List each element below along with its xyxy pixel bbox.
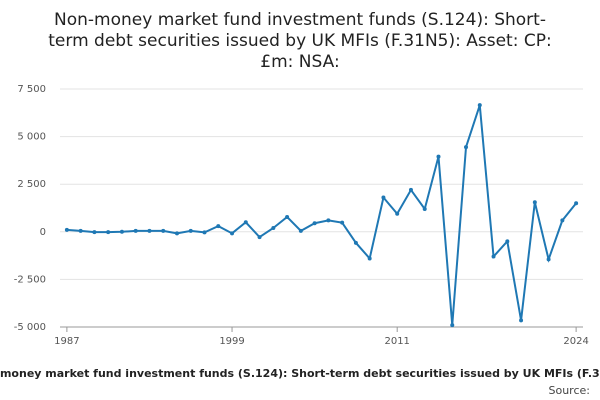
y-tick-label: -2 500 xyxy=(14,274,46,285)
y-tick-label: -5 000 xyxy=(14,322,46,333)
x-tick-label: 1999 xyxy=(219,336,244,347)
point xyxy=(202,230,207,235)
point xyxy=(326,218,331,223)
caption: Non-money market fund investment funds (… xyxy=(0,367,600,380)
x-tick-label: 1987 xyxy=(54,336,79,347)
point xyxy=(546,257,551,262)
point xyxy=(340,220,345,225)
point xyxy=(574,201,579,206)
point xyxy=(477,103,482,108)
point xyxy=(395,211,400,216)
y-tick-label: 2 500 xyxy=(17,179,46,190)
point xyxy=(188,228,193,233)
point xyxy=(519,318,524,323)
point xyxy=(367,256,372,261)
point xyxy=(216,224,221,229)
point xyxy=(174,231,179,236)
y-tick-label: 0 xyxy=(40,227,46,238)
point xyxy=(505,239,510,244)
source: Source: xyxy=(549,384,591,397)
point xyxy=(92,230,97,235)
point xyxy=(464,145,469,150)
point xyxy=(353,240,358,245)
point xyxy=(298,228,303,233)
point xyxy=(147,228,152,233)
line xyxy=(66,104,577,326)
point xyxy=(491,254,496,259)
y-tick-label: 7 500 xyxy=(17,84,46,95)
chart-title: Non-money market fund investment funds (… xyxy=(54,10,546,30)
x-tick-label: 2011 xyxy=(384,336,409,347)
point xyxy=(119,229,124,234)
point xyxy=(436,154,441,159)
point xyxy=(64,227,69,232)
point xyxy=(230,231,235,236)
point xyxy=(78,228,83,233)
chart-title: £m: NSA: xyxy=(260,52,339,72)
point xyxy=(161,228,166,233)
point xyxy=(560,218,565,223)
point xyxy=(243,220,248,225)
point xyxy=(532,200,537,205)
point xyxy=(133,228,138,233)
point xyxy=(285,214,290,219)
point xyxy=(381,195,386,200)
chart-title: term debt securities issued by UK MFIs (… xyxy=(48,31,551,51)
point xyxy=(257,235,262,240)
point xyxy=(312,221,317,226)
point xyxy=(422,206,427,211)
x-tick-label: 2024 xyxy=(563,336,588,347)
point xyxy=(106,230,111,235)
point xyxy=(450,323,455,328)
point xyxy=(271,225,276,230)
point xyxy=(408,187,413,192)
y-tick-label: 5 000 xyxy=(17,132,46,143)
